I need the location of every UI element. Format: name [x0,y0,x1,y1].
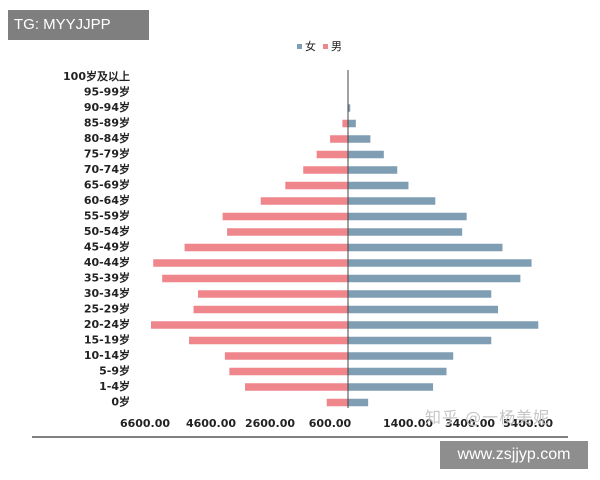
female-bar [348,352,454,360]
age-label: 65-69岁 [84,178,130,192]
female-bar [348,398,369,407]
x-tick-label: 3400.00 [445,417,495,430]
male-bar [184,243,348,252]
age-label: 1-4岁 [99,379,130,393]
female-bar [348,305,498,314]
female-bars [348,104,539,407]
male-bar [222,212,348,221]
female-bar [348,243,503,252]
male-bar [229,367,348,376]
x-tick-label: 5400.00 [503,417,553,430]
male-bar [151,321,348,329]
x-tick-label: 2600.00 [245,417,295,430]
site-label: www.zsjjyp.com [440,441,588,469]
male-bar [342,119,348,128]
male-bar [330,135,348,143]
age-label: 85-89岁 [84,116,130,130]
female-bar [348,274,521,283]
female-bar [348,367,447,376]
male-bar [303,166,348,174]
male-bar [153,259,348,267]
x-tick-label: 600.00 [309,417,352,430]
female-bar [348,259,532,267]
female-bar [348,119,356,128]
male-bar [316,150,348,159]
legend: 女男 [297,39,342,53]
female-bar [348,321,539,329]
female-bar [348,212,467,221]
age-label: 95-99岁 [84,85,130,99]
legend-label: 女 [305,39,316,53]
female-bar [348,290,492,298]
male-bar [260,197,348,205]
age-label: 40-44岁 [84,255,130,269]
source-tag: TG: MYYJJPP [8,10,149,40]
female-bar [348,383,434,391]
watermark-text: 知乎 @一杨美妮 [425,408,551,427]
x-tick-label: 1400.00 [383,417,433,430]
female-bar [348,181,409,190]
age-label: 90-94岁 [84,100,130,114]
age-label: 10-14岁 [84,348,130,362]
legend-swatch [323,44,328,49]
female-bar [348,150,384,159]
age-label: 25-29岁 [84,302,130,316]
age-label: 30-34岁 [84,286,130,300]
age-label: 100岁及以上 [63,69,130,83]
age-label: 5-9岁 [99,364,130,378]
age-label: 50-54岁 [84,224,130,238]
male-bar [245,383,348,391]
female-bar [348,104,351,112]
male-bar [326,398,348,407]
age-label: 60-64岁 [84,193,130,207]
age-label: 35-39岁 [84,271,130,285]
female-bar [348,197,436,205]
male-bars [151,119,348,407]
male-bar [227,228,348,236]
female-bar [348,228,463,236]
female-bar [348,336,492,345]
legend-swatch [297,44,302,49]
age-label: 45-49岁 [84,240,130,254]
male-bar [193,305,348,314]
age-label: 20-24岁 [84,317,130,331]
male-bar [189,336,348,345]
age-label: 75-79岁 [84,147,130,161]
female-bar [348,166,398,174]
age-label: 55-59岁 [84,209,130,223]
male-bar [198,290,348,298]
x-axis-tick-labels: 6600.00 4600.00 2600.00 600.00 1400.00 3400.0… [120,417,553,430]
male-bar [162,274,348,283]
male-bar [224,352,348,360]
age-label: 80-84岁 [84,131,130,145]
age-label: 70-74岁 [84,162,130,176]
age-label: 15-19岁 [84,333,130,347]
age-label: 0岁 [111,395,130,409]
female-bar [348,135,371,143]
legend-label: 男 [331,40,342,53]
x-tick-label: 4600.00 [186,417,236,430]
x-tick-label: 6600.00 [120,417,170,430]
male-bar [285,181,348,190]
